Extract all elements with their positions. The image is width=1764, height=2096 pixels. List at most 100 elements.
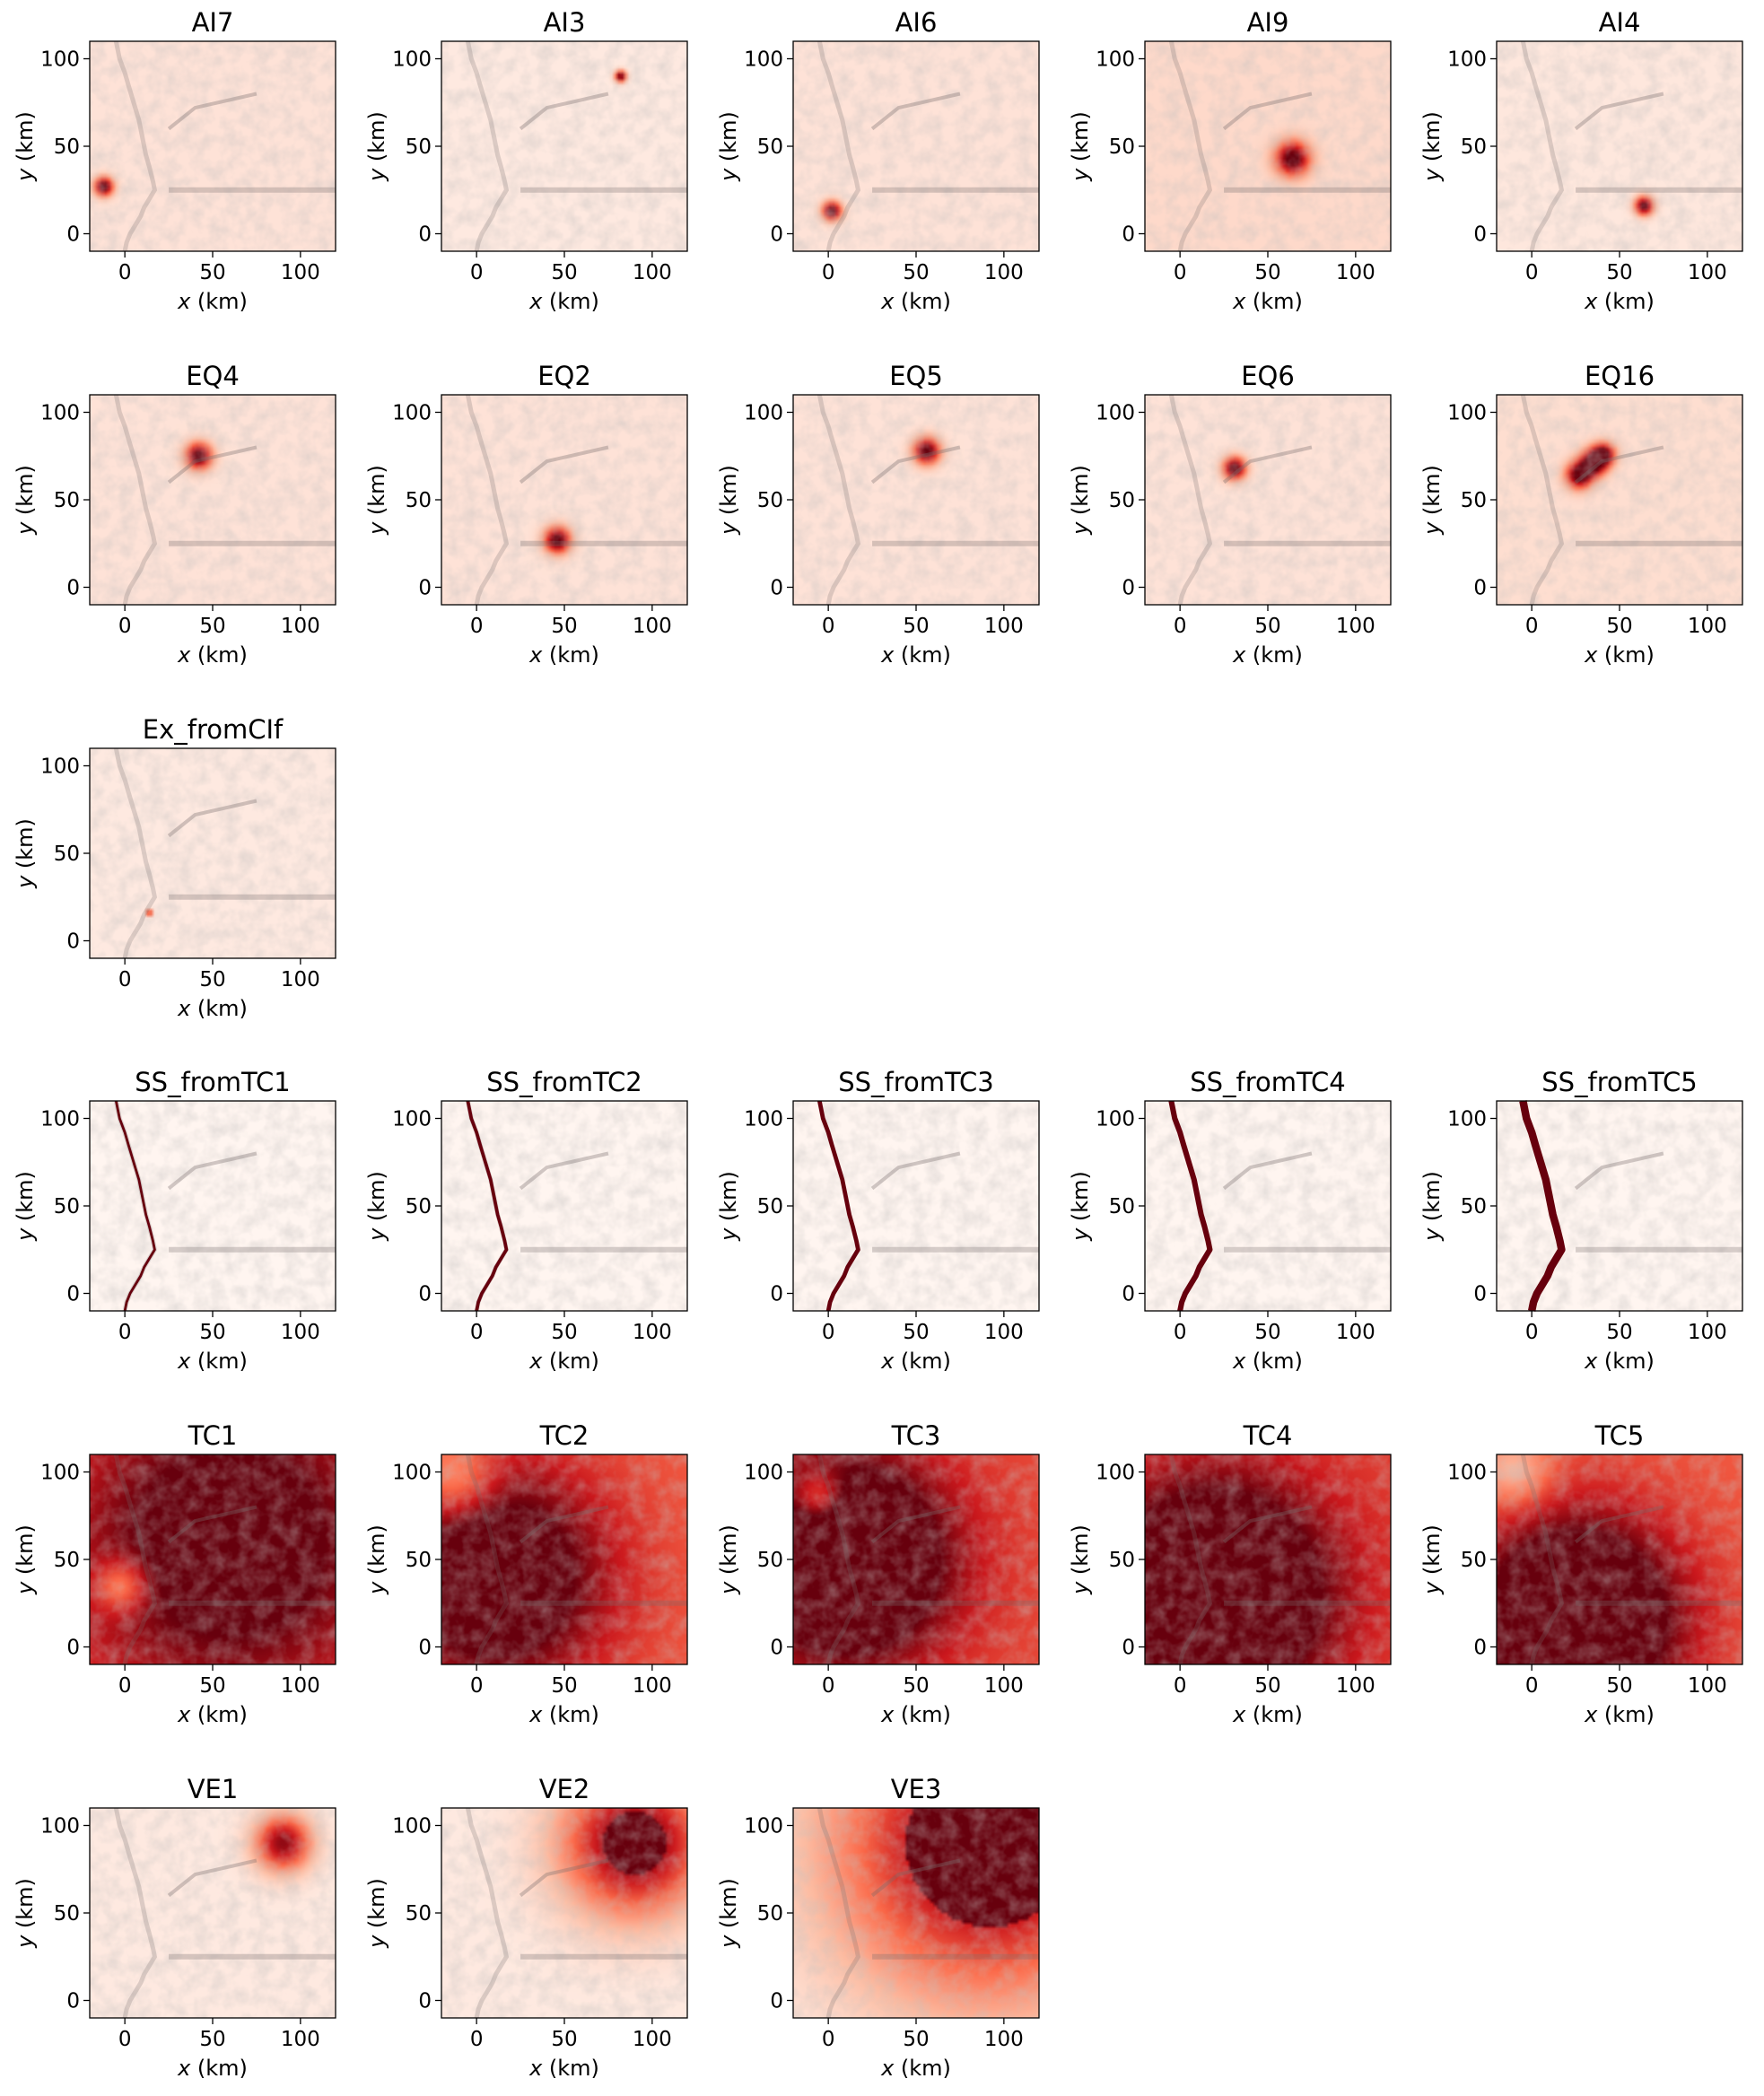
panel-TC1: 0 50 100 0 50 100 TC1 x (km) y (km) bbox=[13, 1420, 336, 1727]
terrain-texture bbox=[793, 1808, 1039, 2018]
y-tick-label: 100 bbox=[392, 1108, 432, 1131]
y-tick-label: 100 bbox=[1096, 1108, 1135, 1131]
x-axis-label: x (km) bbox=[177, 996, 248, 1021]
y-tick-label: 0 bbox=[770, 1637, 783, 1660]
surge-coastline bbox=[1519, 1100, 1566, 1312]
x-tick-label: 100 bbox=[984, 261, 1024, 284]
x-axis-label: x (km) bbox=[177, 642, 248, 668]
x-tick-label: 50 bbox=[551, 1321, 577, 1344]
x-tick-label: 0 bbox=[822, 1321, 835, 1344]
y-tick-label: 0 bbox=[418, 1283, 432, 1306]
y-tick-label: 0 bbox=[418, 223, 432, 247]
north-canal bbox=[519, 1505, 609, 1544]
x-tick-label: 0 bbox=[822, 1674, 835, 1698]
x-tick-label: 50 bbox=[199, 2028, 225, 2051]
y-axis-label: y (km) bbox=[13, 1171, 38, 1242]
x-tick-label: 100 bbox=[1336, 615, 1375, 638]
x-axis-label: x (km) bbox=[1584, 1702, 1655, 1727]
surge-coastline bbox=[817, 1100, 860, 1312]
panel-title: EQ6 bbox=[1241, 361, 1295, 391]
panel-TC2: 0 50 100 0 50 100 TC2 x (km) y (km) bbox=[364, 1420, 688, 1727]
x-tick-label: 0 bbox=[118, 968, 132, 991]
y-tick-label: 100 bbox=[40, 402, 80, 425]
river-channel bbox=[113, 40, 158, 252]
y-tick-label: 0 bbox=[770, 1283, 783, 1306]
panel-title: EQ5 bbox=[889, 361, 943, 391]
x-tick-label: 100 bbox=[984, 2028, 1024, 2051]
x-axis-label: x (km) bbox=[1584, 642, 1655, 668]
x-tick-label: 0 bbox=[1525, 1674, 1539, 1698]
y-axis-label: y (km) bbox=[364, 1524, 389, 1595]
x-tick-label: 0 bbox=[822, 261, 835, 284]
terrain-texture bbox=[90, 1808, 336, 2018]
x-tick-label: 50 bbox=[903, 615, 929, 638]
y-tick-label: 50 bbox=[406, 489, 432, 512]
y-tick-label: 50 bbox=[757, 1549, 783, 1572]
y-axis-label: y (km) bbox=[1068, 111, 1093, 182]
x-tick-label: 0 bbox=[1174, 1321, 1187, 1344]
y-tick-label: 50 bbox=[1461, 489, 1487, 512]
x-axis-label: x (km) bbox=[880, 1349, 951, 1374]
x-axis-label: x (km) bbox=[1232, 642, 1303, 668]
north-canal bbox=[870, 1505, 961, 1544]
terrain-texture bbox=[1145, 1454, 1391, 1664]
y-tick-label: 0 bbox=[66, 1637, 80, 1660]
panel-title: TC4 bbox=[1243, 1420, 1293, 1451]
river-channel bbox=[1168, 40, 1213, 252]
y-axis-label: y (km) bbox=[716, 465, 741, 536]
y-tick-label: 50 bbox=[1461, 1195, 1487, 1218]
y-tick-label: 0 bbox=[1473, 1283, 1487, 1306]
y-tick-label: 100 bbox=[40, 755, 80, 779]
panel-title: AI9 bbox=[1247, 7, 1289, 38]
terrain-texture bbox=[793, 395, 1039, 605]
x-axis-label: x (km) bbox=[880, 289, 951, 314]
x-tick-label: 100 bbox=[984, 615, 1024, 638]
y-tick-label: 50 bbox=[406, 1549, 432, 1572]
x-tick-label: 100 bbox=[633, 2028, 672, 2051]
panel-AI4: 0 50 100 0 50 100 AI4 x (km) y (km) bbox=[1419, 7, 1743, 314]
x-tick-label: 50 bbox=[1606, 1321, 1632, 1344]
y-tick-label: 100 bbox=[40, 1462, 80, 1485]
y-tick-label: 50 bbox=[757, 1902, 783, 1926]
y-tick-label: 50 bbox=[1109, 1549, 1135, 1572]
x-axis-label: x (km) bbox=[1232, 1702, 1303, 1727]
river-channel bbox=[817, 1807, 861, 2019]
x-tick-label: 50 bbox=[551, 261, 577, 284]
surge-coastline bbox=[114, 1100, 156, 1312]
panel-title: SS_fromTC2 bbox=[486, 1067, 642, 1097]
x-tick-label: 50 bbox=[199, 615, 225, 638]
river-channel bbox=[1520, 394, 1565, 606]
x-tick-label: 100 bbox=[984, 1321, 1024, 1344]
y-axis-label: y (km) bbox=[716, 1524, 741, 1595]
y-tick-label: 0 bbox=[770, 223, 783, 247]
panel-title: TC5 bbox=[1594, 1420, 1645, 1451]
north-canal bbox=[167, 1858, 258, 1898]
panel-title: EQ4 bbox=[186, 361, 240, 391]
y-tick-label: 50 bbox=[1109, 1195, 1135, 1218]
y-tick-label: 50 bbox=[1461, 135, 1487, 159]
x-tick-label: 0 bbox=[118, 615, 132, 638]
panel-title: TC1 bbox=[188, 1420, 238, 1451]
river-channel bbox=[465, 1807, 510, 2019]
x-axis-label: x (km) bbox=[1232, 1349, 1303, 1374]
terrain-texture bbox=[1497, 1101, 1742, 1311]
panel-title: VE2 bbox=[539, 1774, 590, 1804]
terrain-texture bbox=[441, 1101, 687, 1311]
panel-title: SS_fromTC5 bbox=[1541, 1067, 1698, 1097]
y-axis-label: y (km) bbox=[716, 1878, 741, 1949]
x-axis-label: x (km) bbox=[528, 1349, 599, 1374]
y-axis-label: y (km) bbox=[1419, 1171, 1445, 1242]
surge-coastline bbox=[466, 1100, 509, 1312]
x-tick-label: 50 bbox=[199, 1321, 225, 1344]
x-tick-label: 50 bbox=[199, 1674, 225, 1698]
y-tick-label: 0 bbox=[1473, 1637, 1487, 1660]
panel-TC5: 0 50 100 0 50 100 TC5 x (km) y (km) bbox=[1419, 1420, 1743, 1727]
y-axis-label: y (km) bbox=[13, 111, 38, 182]
terrain-texture bbox=[1145, 41, 1391, 251]
y-tick-label: 50 bbox=[406, 135, 432, 159]
x-tick-label: 0 bbox=[1525, 261, 1539, 284]
y-tick-label: 0 bbox=[66, 1990, 80, 2013]
x-tick-label: 100 bbox=[1336, 1321, 1375, 1344]
